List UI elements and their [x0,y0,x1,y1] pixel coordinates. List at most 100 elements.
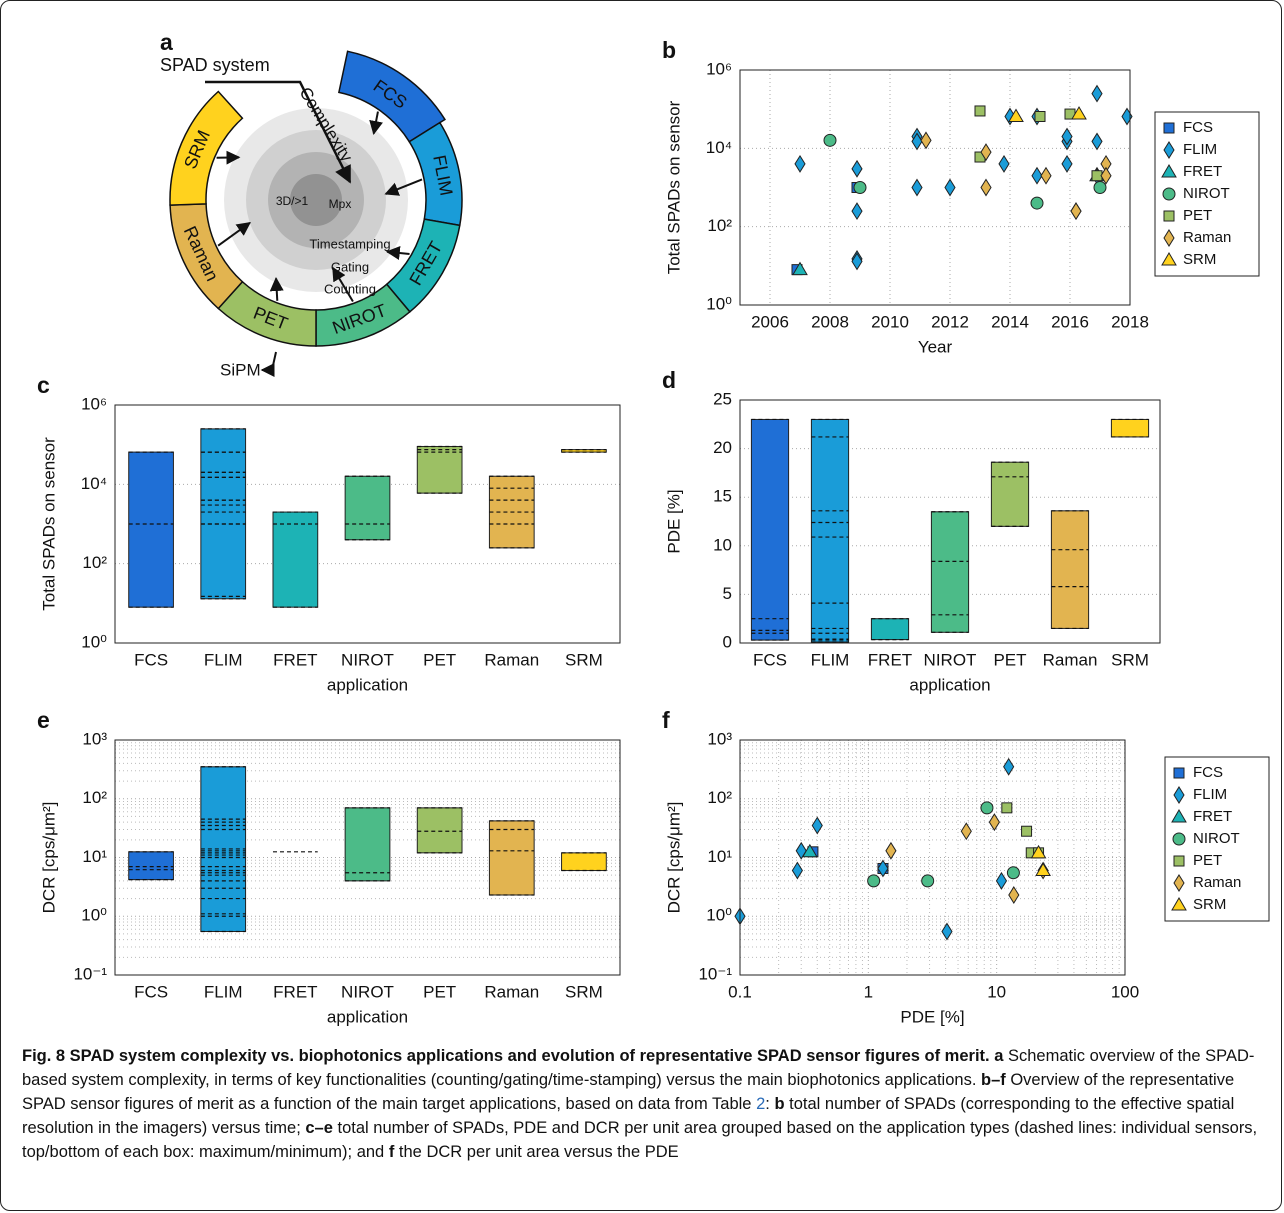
y-axis-label: DCR [cps/μm²] [39,802,58,914]
axes-frame [114,404,621,644]
x-tick-label: 1 [864,982,873,1001]
y-tick-label: 10⁰ [81,632,107,651]
legend-label: Raman [1193,874,1241,891]
range-box [416,445,463,494]
point [960,822,972,841]
x-tick-label: Raman [484,982,539,1001]
point [911,132,923,151]
y-tick-label: 10² [82,553,107,572]
panel-label: e [37,707,50,733]
legend-marker [1163,229,1175,247]
panel-label: d [662,367,676,393]
x-tick-label: 2010 [871,312,909,331]
x-tick-label: FLIM [811,650,850,669]
y-tick-label: 10² [82,788,107,807]
point [911,178,923,197]
legend-marker [1161,164,1177,178]
point [941,922,953,941]
caption-title: Fig. 8 SPAD system complexity vs. biopho… [22,1047,990,1065]
y-tick-label: 10³ [707,729,732,748]
point [920,131,932,150]
point [1030,196,1044,210]
point [794,154,806,173]
x-axis-label: Year [918,337,953,356]
legend-label: FCS [1193,764,1223,781]
point [791,861,803,880]
panel-label: b [662,37,676,63]
point [944,178,956,197]
x-tick-label: 2016 [1051,312,1089,331]
y-tick-label: 20 [713,438,732,457]
x-tick-label: SRM [565,982,603,1001]
range-box [1050,510,1090,629]
point [1040,166,1052,185]
legend-marker [1163,122,1175,134]
point [1035,862,1051,877]
y-tick-label: 0 [723,632,732,651]
point [988,813,1000,832]
point [1061,154,1073,173]
point [1031,166,1043,185]
caption-ref: c–e [305,1119,333,1137]
point [1008,886,1020,904]
caption-text: Overview of the representative SPAD sens… [22,1071,1235,1113]
point [998,154,1010,173]
x-tick-label: 2008 [811,312,849,331]
caption-text: Schematic overview of the SPAD-based sys… [22,1047,1255,1089]
x-tick-label: 0.1 [728,982,752,1001]
y-tick-label: 10² [707,216,732,235]
legend-label: SRM [1193,896,1226,913]
table-link[interactable]: 2 [756,1095,766,1113]
legend-marker [1171,897,1187,911]
point [980,178,992,197]
range-box [870,618,910,641]
point [853,181,867,194]
point [1071,106,1087,120]
figure: a FCS FLIM FRET NIROT PET Raman SRM SPAD system C… [37,29,1270,1026]
point [851,159,863,178]
panel-label: c [37,372,50,398]
application-segment [169,90,244,206]
legend-marker [1173,855,1185,867]
range-box [810,418,850,643]
point [1006,866,1020,880]
legend-label: NIROT [1193,830,1240,847]
x-tick-label: 2006 [751,312,789,331]
y-tick-label: 10⁻¹ [73,964,107,983]
point [1061,127,1073,146]
axes-frame [739,399,1161,644]
x-tick-label: FRET [868,650,912,669]
legend-label: FCS [1183,119,1213,136]
x-axis-label: application [327,1007,408,1026]
caption-text: the DCR per unit area versus the PDE [398,1143,679,1161]
legend-marker [1163,141,1175,159]
y-tick-label: 10⁶ [706,59,732,78]
y-tick-label: 5 [723,584,732,603]
range-box [561,852,607,872]
x-axis-label: application [909,675,990,694]
axes-frame [739,69,1131,306]
complexity-level [290,174,342,226]
x-tick-label: 10 [987,982,1006,1001]
x-tick-label: FCS [134,650,168,669]
panel-label: f [662,707,670,733]
x-tick-label: NIROT [341,982,394,1001]
caption-ref: a [994,1047,1004,1065]
point [867,874,881,888]
x-tick-label: PET [423,650,456,669]
range-box [990,461,1030,527]
legend-marker [1173,767,1185,779]
point [974,105,986,117]
point [980,801,994,815]
level-label: Gating [331,259,369,274]
point [1008,108,1024,122]
range-box [200,428,247,600]
legend-marker [1163,210,1175,222]
y-tick-label: 10⁰ [706,906,732,925]
y-tick-label: 10⁴ [706,138,732,157]
legend-label: FLIM [1183,141,1217,158]
range-box [750,418,790,641]
legend-label: PET [1193,852,1222,869]
y-tick-label: 10¹ [707,847,732,866]
